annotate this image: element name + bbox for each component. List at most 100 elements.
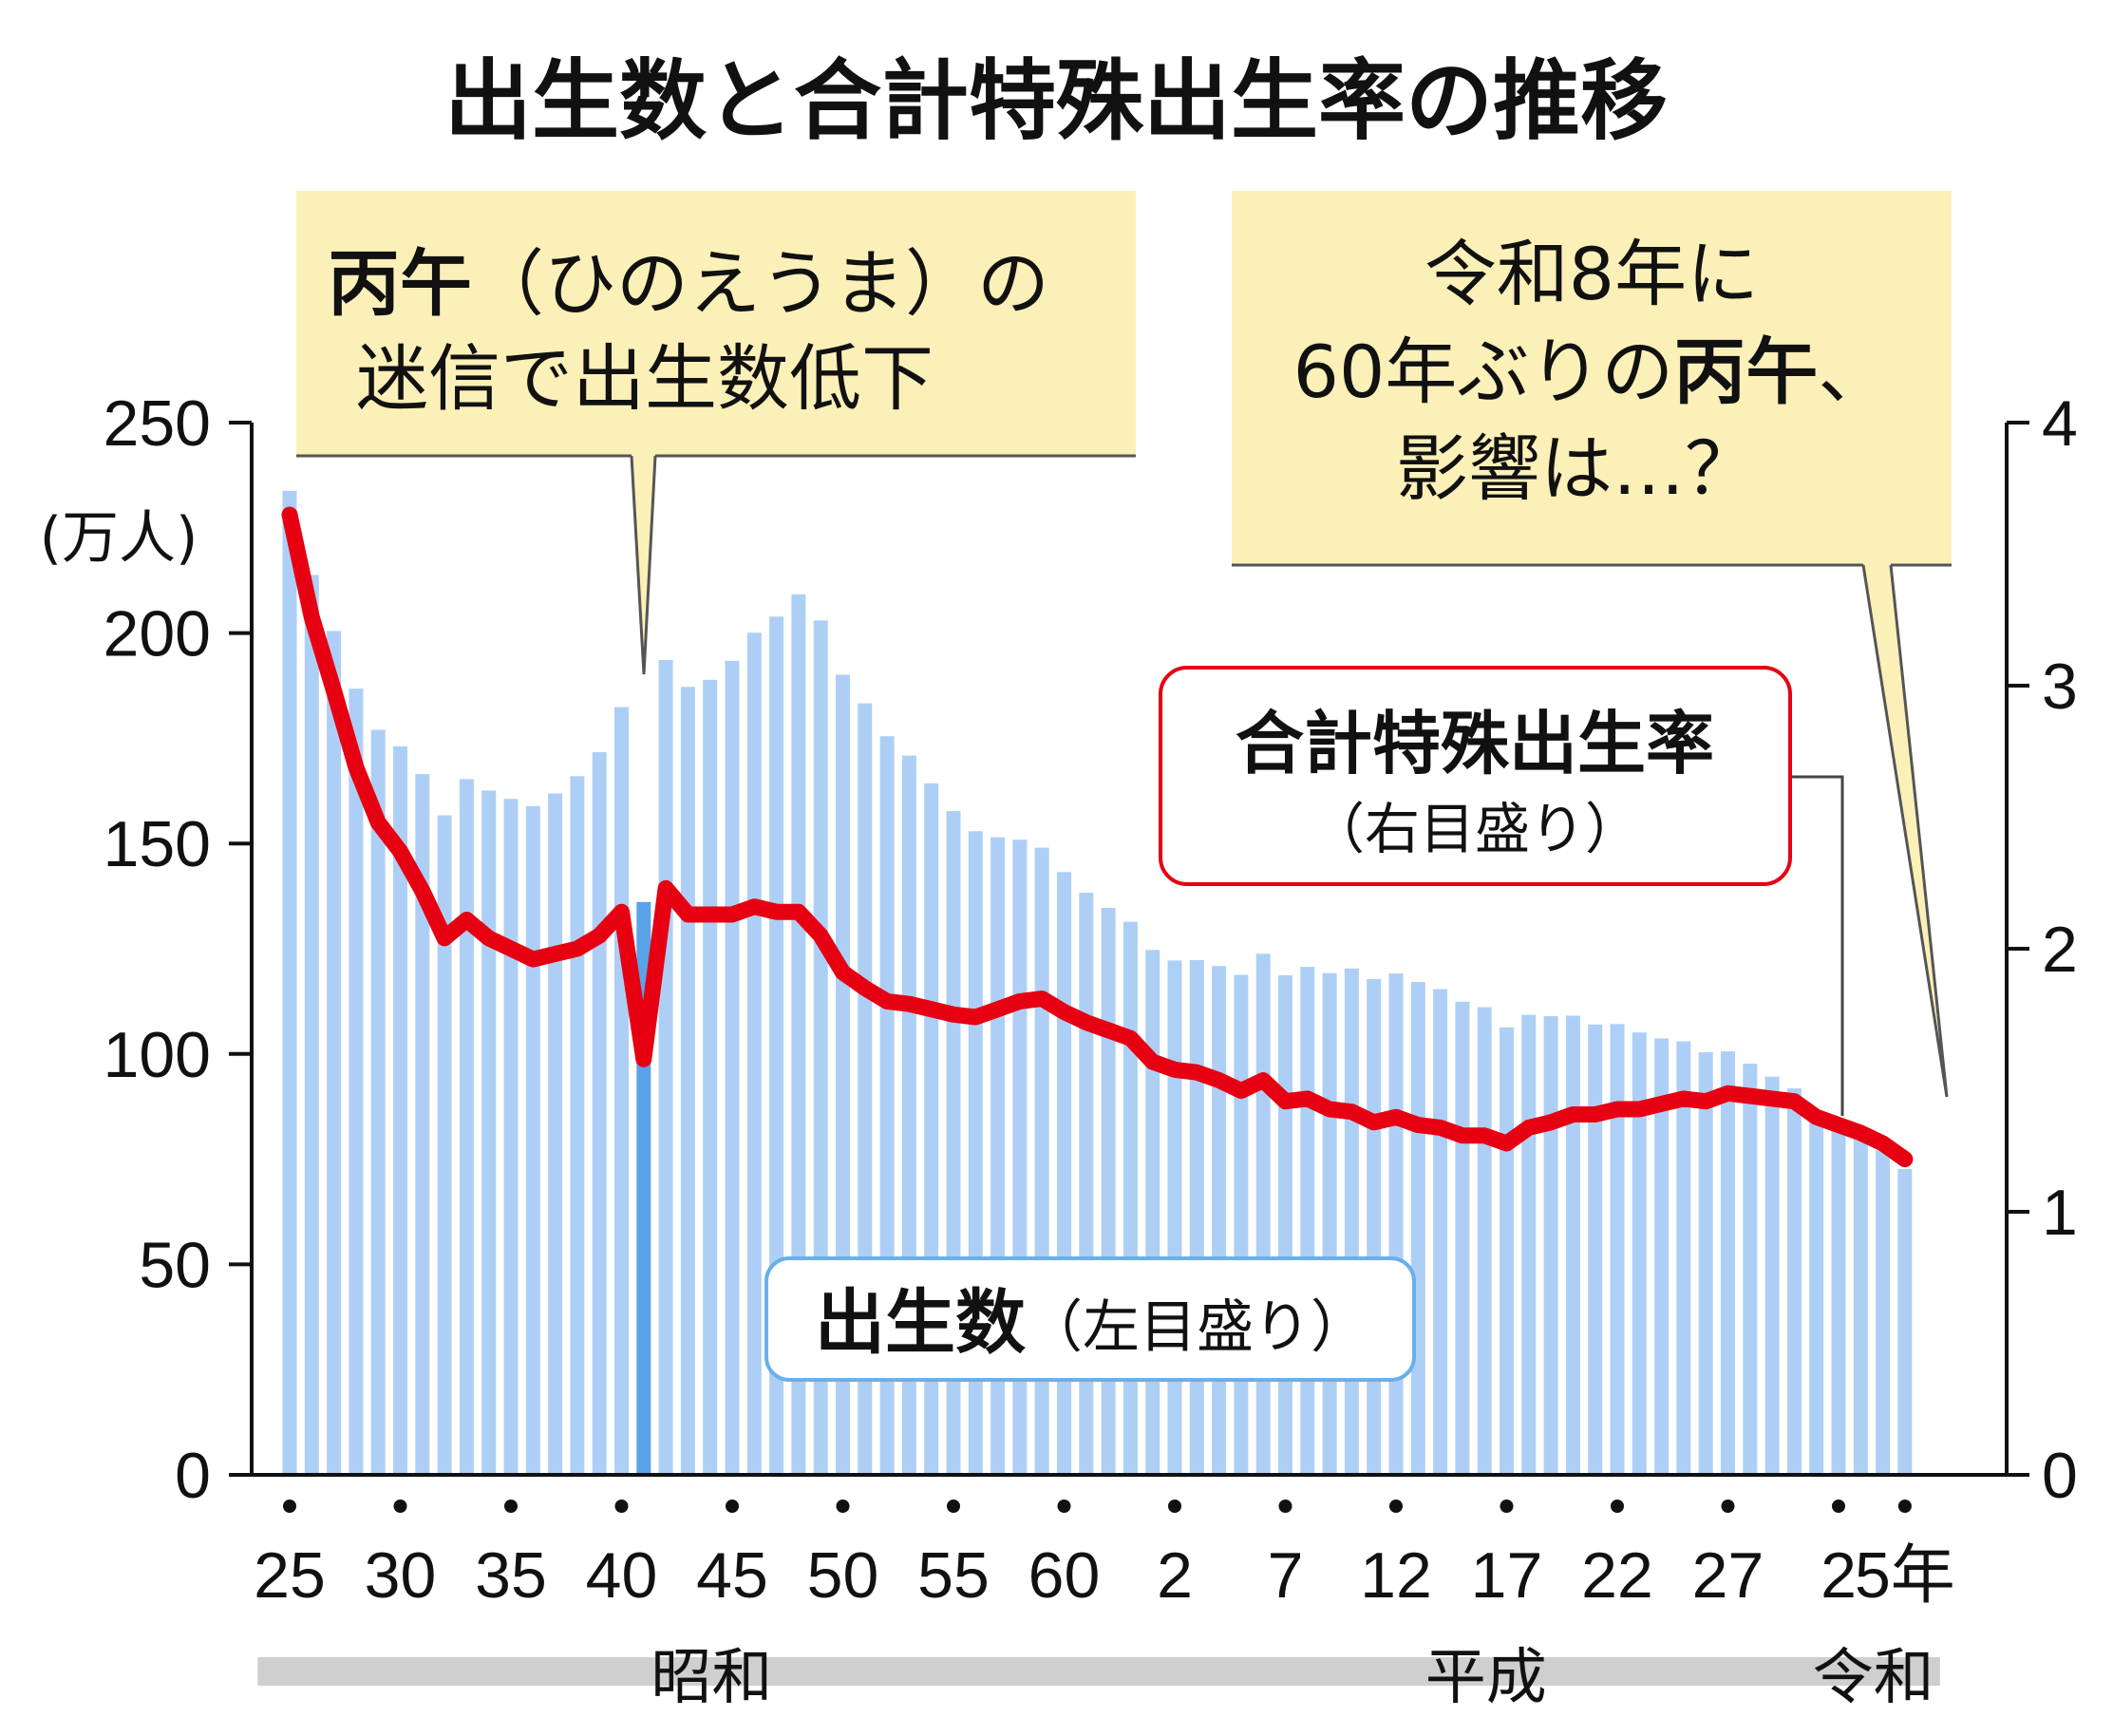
births-bar: [680, 687, 695, 1475]
births-bar: [1057, 872, 1071, 1475]
births-bar: [415, 774, 430, 1475]
births-bar: [525, 805, 540, 1475]
x-tick-dot: [836, 1500, 850, 1513]
x-tick-label: 22: [1581, 1539, 1653, 1612]
births-bar: [1610, 1024, 1625, 1475]
births-bar: [1853, 1133, 1868, 1475]
left-tick-label: 0: [175, 1440, 211, 1512]
births-bar: [282, 490, 297, 1475]
births-bar: [1189, 960, 1204, 1475]
right-axis-ticks: 0 1 2 3 4: [2007, 387, 2078, 1512]
x-tick-dot: [1721, 1500, 1735, 1513]
births-bar: [703, 679, 718, 1475]
births-bar: [1234, 974, 1249, 1475]
hinoeuma-callout: 丙午（ひのえうま）の 迷信で出生数低下: [296, 191, 1136, 675]
births-bar: [1786, 1088, 1802, 1475]
births-bar: [1433, 989, 1448, 1475]
x-tick-dot: [1500, 1500, 1514, 1513]
reiwa8-line2-a: 60年ぶりの: [1293, 330, 1674, 414]
right-tick-label: 3: [2042, 651, 2078, 723]
x-tick-label: 27: [1692, 1539, 1764, 1612]
births-bar: [1764, 1076, 1780, 1475]
births-bar: [1809, 1110, 1824, 1475]
births-label-text: 出生数（左目盛り）: [815, 1282, 1368, 1364]
x-tick-label: 5年: [1855, 1539, 1955, 1612]
births-bar: [1212, 966, 1227, 1475]
reiwa8-line2-b: 丙午: [1673, 330, 1818, 414]
births-bar: [1278, 974, 1292, 1475]
x-tick-dot: [1897, 1500, 1912, 1513]
births-bar: [746, 632, 762, 1475]
births-bar: [1322, 972, 1337, 1475]
x-tick-dot: [1389, 1500, 1403, 1513]
births-bar: [1521, 1014, 1537, 1475]
left-tick-label: 200: [104, 598, 211, 670]
births-bar: [791, 594, 806, 1475]
x-tick-dot: [1611, 1500, 1624, 1513]
x-tick-label: 2: [1157, 1539, 1193, 1612]
births-bar: [1388, 973, 1404, 1475]
hinoeuma-normal: （ひのえうま）の: [472, 241, 1049, 326]
left-tick-label: 100: [104, 1019, 211, 1091]
x-tick-dot: [283, 1500, 296, 1513]
left-axis-ticks: 0 50 100 150 200 250: [104, 387, 252, 1512]
births-bar: [370, 729, 386, 1475]
births-bar: [1367, 978, 1382, 1475]
chart-title: 出生数と合計特殊出生率の推移: [444, 50, 1668, 152]
x-tick-dot: [614, 1500, 629, 1513]
births-bar: [1477, 1007, 1492, 1475]
births-bar: [437, 815, 452, 1475]
births-bar: [548, 793, 563, 1475]
era-bands: 昭和 平成 令和: [257, 1643, 1940, 1713]
reiwa8-callout-line1: 令和8年に: [1424, 232, 1759, 316]
left-axis: 0 50 100 150 200 250 (万人): [40, 387, 254, 1512]
x-tick-dot: [1168, 1500, 1181, 1513]
reiwa8-callout: 令和8年に 60年ぶりの丙午、 影響は…？: [1232, 191, 1952, 1098]
births-bar: [1079, 893, 1094, 1475]
births-bar: [1698, 1052, 1713, 1475]
right-tick-label: 0: [2042, 1440, 2078, 1512]
right-tick-label: 2: [2042, 914, 2078, 986]
births-bar: [1455, 1001, 1470, 1475]
right-tick-label: 1: [2042, 1177, 2078, 1249]
left-tick-label: 150: [104, 808, 211, 880]
births-bar: [614, 707, 629, 1475]
x-tick-label: 45: [696, 1539, 768, 1612]
tfr-label-sub: （右目盛り）: [1310, 797, 1640, 861]
reiwa8-callout-line3: 影響は…？: [1396, 426, 1757, 511]
births-bar: [1588, 1024, 1603, 1475]
right-tick-label: 4: [2042, 387, 2078, 460]
tfr-label-connector: [1790, 775, 1844, 1116]
left-tick-label: 50: [139, 1229, 211, 1301]
births-bar: [658, 660, 673, 1475]
x-tick-dot: [947, 1500, 960, 1513]
x-tick-label: 7: [1268, 1539, 1304, 1612]
births-bar: [1676, 1041, 1691, 1475]
x-tick-label: 2: [1821, 1539, 1857, 1612]
era-band: [257, 1657, 1166, 1686]
births-bar: [1876, 1150, 1891, 1475]
x-tick-dot: [1278, 1500, 1292, 1513]
births-bar: [349, 689, 364, 1475]
births-bar: [393, 745, 407, 1475]
births-bar: [503, 799, 519, 1475]
hinoeuma-callout-box: [296, 191, 1136, 674]
x-tick-label: 35: [475, 1539, 547, 1612]
x-tick-dot: [1057, 1500, 1071, 1513]
births-bar: [1632, 1032, 1647, 1475]
x-tick-label: 17: [1471, 1539, 1543, 1612]
births-bar: [1654, 1038, 1670, 1475]
x-tick-label: 25: [254, 1539, 326, 1612]
hinoeuma-bold: 丙午: [328, 241, 472, 326]
left-tick-label: 250: [104, 387, 211, 460]
hinoeuma-callout-line2: 迷信で出生数低下: [356, 336, 934, 421]
births-bar: [592, 752, 607, 1475]
births-bar: [1743, 1064, 1758, 1475]
reiwa8-callout-line2: 60年ぶりの丙午、: [1293, 330, 1891, 414]
births-bar: [1123, 921, 1138, 1475]
tfr-label-title: 合計特殊出生率: [1236, 704, 1714, 783]
x-tick-dot: [504, 1500, 518, 1513]
births-bar: [1344, 968, 1359, 1475]
births-label-sub: （左目盛り）: [1026, 1294, 1368, 1361]
